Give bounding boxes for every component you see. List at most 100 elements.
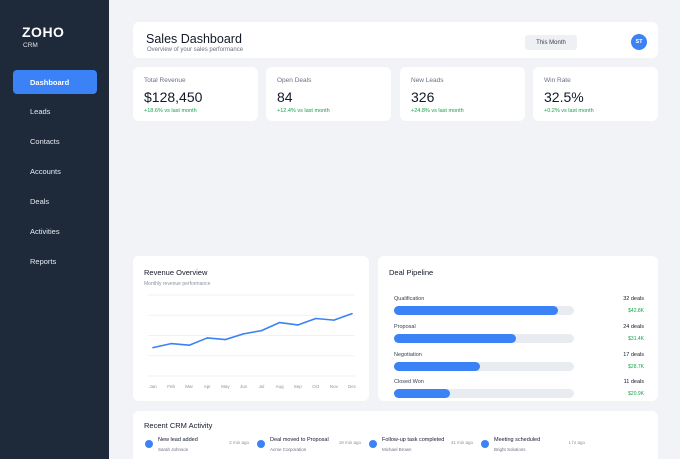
activity-item[interactable]: Follow-up task completed Michael Brown 4… xyxy=(369,436,473,458)
sidebar-item-reports[interactable]: Reports xyxy=(30,256,57,266)
sidebar-item-accounts[interactable]: Accounts xyxy=(30,167,61,177)
x-tick-label: Mar xyxy=(185,384,193,389)
sidebar-item-dashboard[interactable]: Dashboard xyxy=(13,70,97,94)
activity-item[interactable]: New lead added Sarah Johnson 2 min ago xyxy=(145,436,249,458)
x-tick-label: Sep xyxy=(294,384,303,389)
revenue-data-point xyxy=(152,346,154,349)
revenue-data-point xyxy=(278,321,281,324)
activity-title: Recent CRM Activity xyxy=(144,421,213,430)
stage-amount: $20.9K xyxy=(628,391,644,397)
revenue-data-point xyxy=(242,333,245,335)
revenue-data-point xyxy=(260,329,263,332)
stat-label: Open Deals xyxy=(277,77,312,84)
brand-subtitle: CRM xyxy=(23,42,38,49)
stage-progress-track xyxy=(394,389,574,398)
stage-progress-track xyxy=(394,306,574,315)
stat-change: +12.4% vs last month xyxy=(277,108,330,114)
user-avatar[interactable]: ST xyxy=(631,34,647,50)
stat-label: Total Revenue xyxy=(144,77,186,84)
activity-dot-icon xyxy=(481,440,489,448)
x-tick-label: Aug xyxy=(276,384,285,389)
stat-card-total-revenue: Total Revenue $128,450 +18.6% vs last mo… xyxy=(133,67,258,121)
stage-amount: $31.4K xyxy=(628,336,644,342)
revenue-title: Revenue Overview xyxy=(144,268,208,277)
stage-progress-track xyxy=(394,334,574,343)
sidebar-item-deals[interactable]: Deals xyxy=(30,197,50,207)
stage-progress-track xyxy=(394,362,574,371)
activity-time: 2 min ago xyxy=(229,440,249,445)
stage-count: 17 deals xyxy=(623,352,644,358)
sidebar-nav: Dashboard Leads Contacts Accounts Deals … xyxy=(13,70,97,279)
activity-dot-icon xyxy=(369,440,377,448)
revenue-series-line xyxy=(152,312,353,349)
stage-progress-fill xyxy=(394,362,481,371)
sidebar-item-activities[interactable]: Activities xyxy=(30,226,60,236)
activity-time: 18 min ago xyxy=(338,440,361,445)
revenue-data-point xyxy=(315,317,317,320)
stage-count: 11 deals xyxy=(623,379,644,385)
brand-logo: ZOHO xyxy=(22,24,65,40)
stage-name: Closed Won xyxy=(394,379,424,385)
stat-value: 32.5% xyxy=(544,89,584,105)
sidebar-item-contacts[interactable]: Contacts xyxy=(30,137,60,147)
revenue-data-point xyxy=(206,337,209,339)
revenue-line-chart: Jan Feb Mar Apr May Jun Jul Aug Sep Oct Nov Dec xyxy=(148,294,357,389)
x-tick-label: Nov xyxy=(330,384,339,389)
stat-value: $128,450 xyxy=(144,89,203,105)
stage-name: Proposal xyxy=(394,324,416,330)
activity-label: Meeting scheduled xyxy=(494,437,541,443)
stage-progress-fill xyxy=(394,389,450,398)
x-tick-label: Jan xyxy=(149,384,157,389)
stat-value: 84 xyxy=(277,89,293,105)
activity-item[interactable]: Deal moved to Proposal Acme Corporation … xyxy=(257,436,361,458)
x-tick-label: May xyxy=(221,384,230,389)
stat-value: 326 xyxy=(411,89,435,105)
activity-person: Michael Brown xyxy=(382,447,412,452)
revenue-data-point xyxy=(296,324,299,326)
stage-amount: $28.7K xyxy=(628,364,644,370)
pipeline-title: Deal Pipeline xyxy=(389,268,434,277)
stat-change: +18.6% vs last month xyxy=(144,108,197,114)
activity-person: Acme Corporation xyxy=(270,447,307,452)
activity-item[interactable]: Meeting scheduled Bright Solutions 1 hr … xyxy=(481,436,585,458)
x-tick-label: Jun xyxy=(240,384,248,389)
x-tick-label: Oct xyxy=(312,384,320,389)
activity-label: New lead added xyxy=(158,437,198,443)
stage-progress-fill xyxy=(394,306,558,315)
revenue-data-point xyxy=(333,319,335,321)
activity-person: Bright Solutions xyxy=(494,447,526,452)
stat-card-new-leads: New Leads 326 +24.8% vs last month xyxy=(400,67,525,121)
stat-label: New Leads xyxy=(411,77,444,84)
page-header: Sales Dashboard Overview of your sales p… xyxy=(133,22,658,58)
stat-card-win-rate: Win Rate 32.5% +0.2% vs last month xyxy=(533,67,658,121)
period-selector-button[interactable]: This Month xyxy=(525,35,577,50)
x-tick-label: Feb xyxy=(167,384,175,389)
stat-label: Win Rate xyxy=(544,77,571,84)
activity-dot-icon xyxy=(257,440,265,448)
stage-progress-fill xyxy=(394,334,517,343)
activity-label: Deal moved to Proposal xyxy=(270,437,329,443)
revenue-overview-card: Revenue Overview Monthly revenue perform… xyxy=(133,256,369,401)
stage-count: 32 deals xyxy=(623,296,644,302)
activity-time: 41 min ago xyxy=(450,440,473,445)
activity-dot-icon xyxy=(145,440,153,448)
x-tick-label: Apr xyxy=(204,384,212,389)
revenue-data-point xyxy=(351,312,353,315)
sidebar: ZOHO CRM Dashboard Leads Contacts Accoun… xyxy=(0,0,109,459)
recent-activity-card: Recent CRM Activity New lead added Sarah… xyxy=(133,411,658,459)
activity-person: Sarah Johnson xyxy=(158,447,189,452)
stage-name: Negotiation xyxy=(394,352,422,358)
deal-pipeline-card: Deal Pipeline Qualification 32 deals $42… xyxy=(378,256,658,401)
page-subtitle: Overview of your sales performance xyxy=(147,47,244,53)
revenue-data-point xyxy=(224,338,227,341)
sidebar-item-leads[interactable]: Leads xyxy=(30,107,51,117)
x-tick-label: Dec xyxy=(348,384,357,389)
stat-change: +0.2% vs last month xyxy=(544,108,594,114)
activity-time: 1 hr ago xyxy=(568,440,585,445)
x-tick-label: Jul xyxy=(259,384,265,389)
page-title: Sales Dashboard xyxy=(146,32,242,46)
stage-count: 24 deals xyxy=(623,324,644,330)
revenue-data-point xyxy=(170,342,172,345)
revenue-subtitle: Monthly revenue performance xyxy=(144,281,211,287)
stage-amount: $42.8K xyxy=(628,308,644,314)
